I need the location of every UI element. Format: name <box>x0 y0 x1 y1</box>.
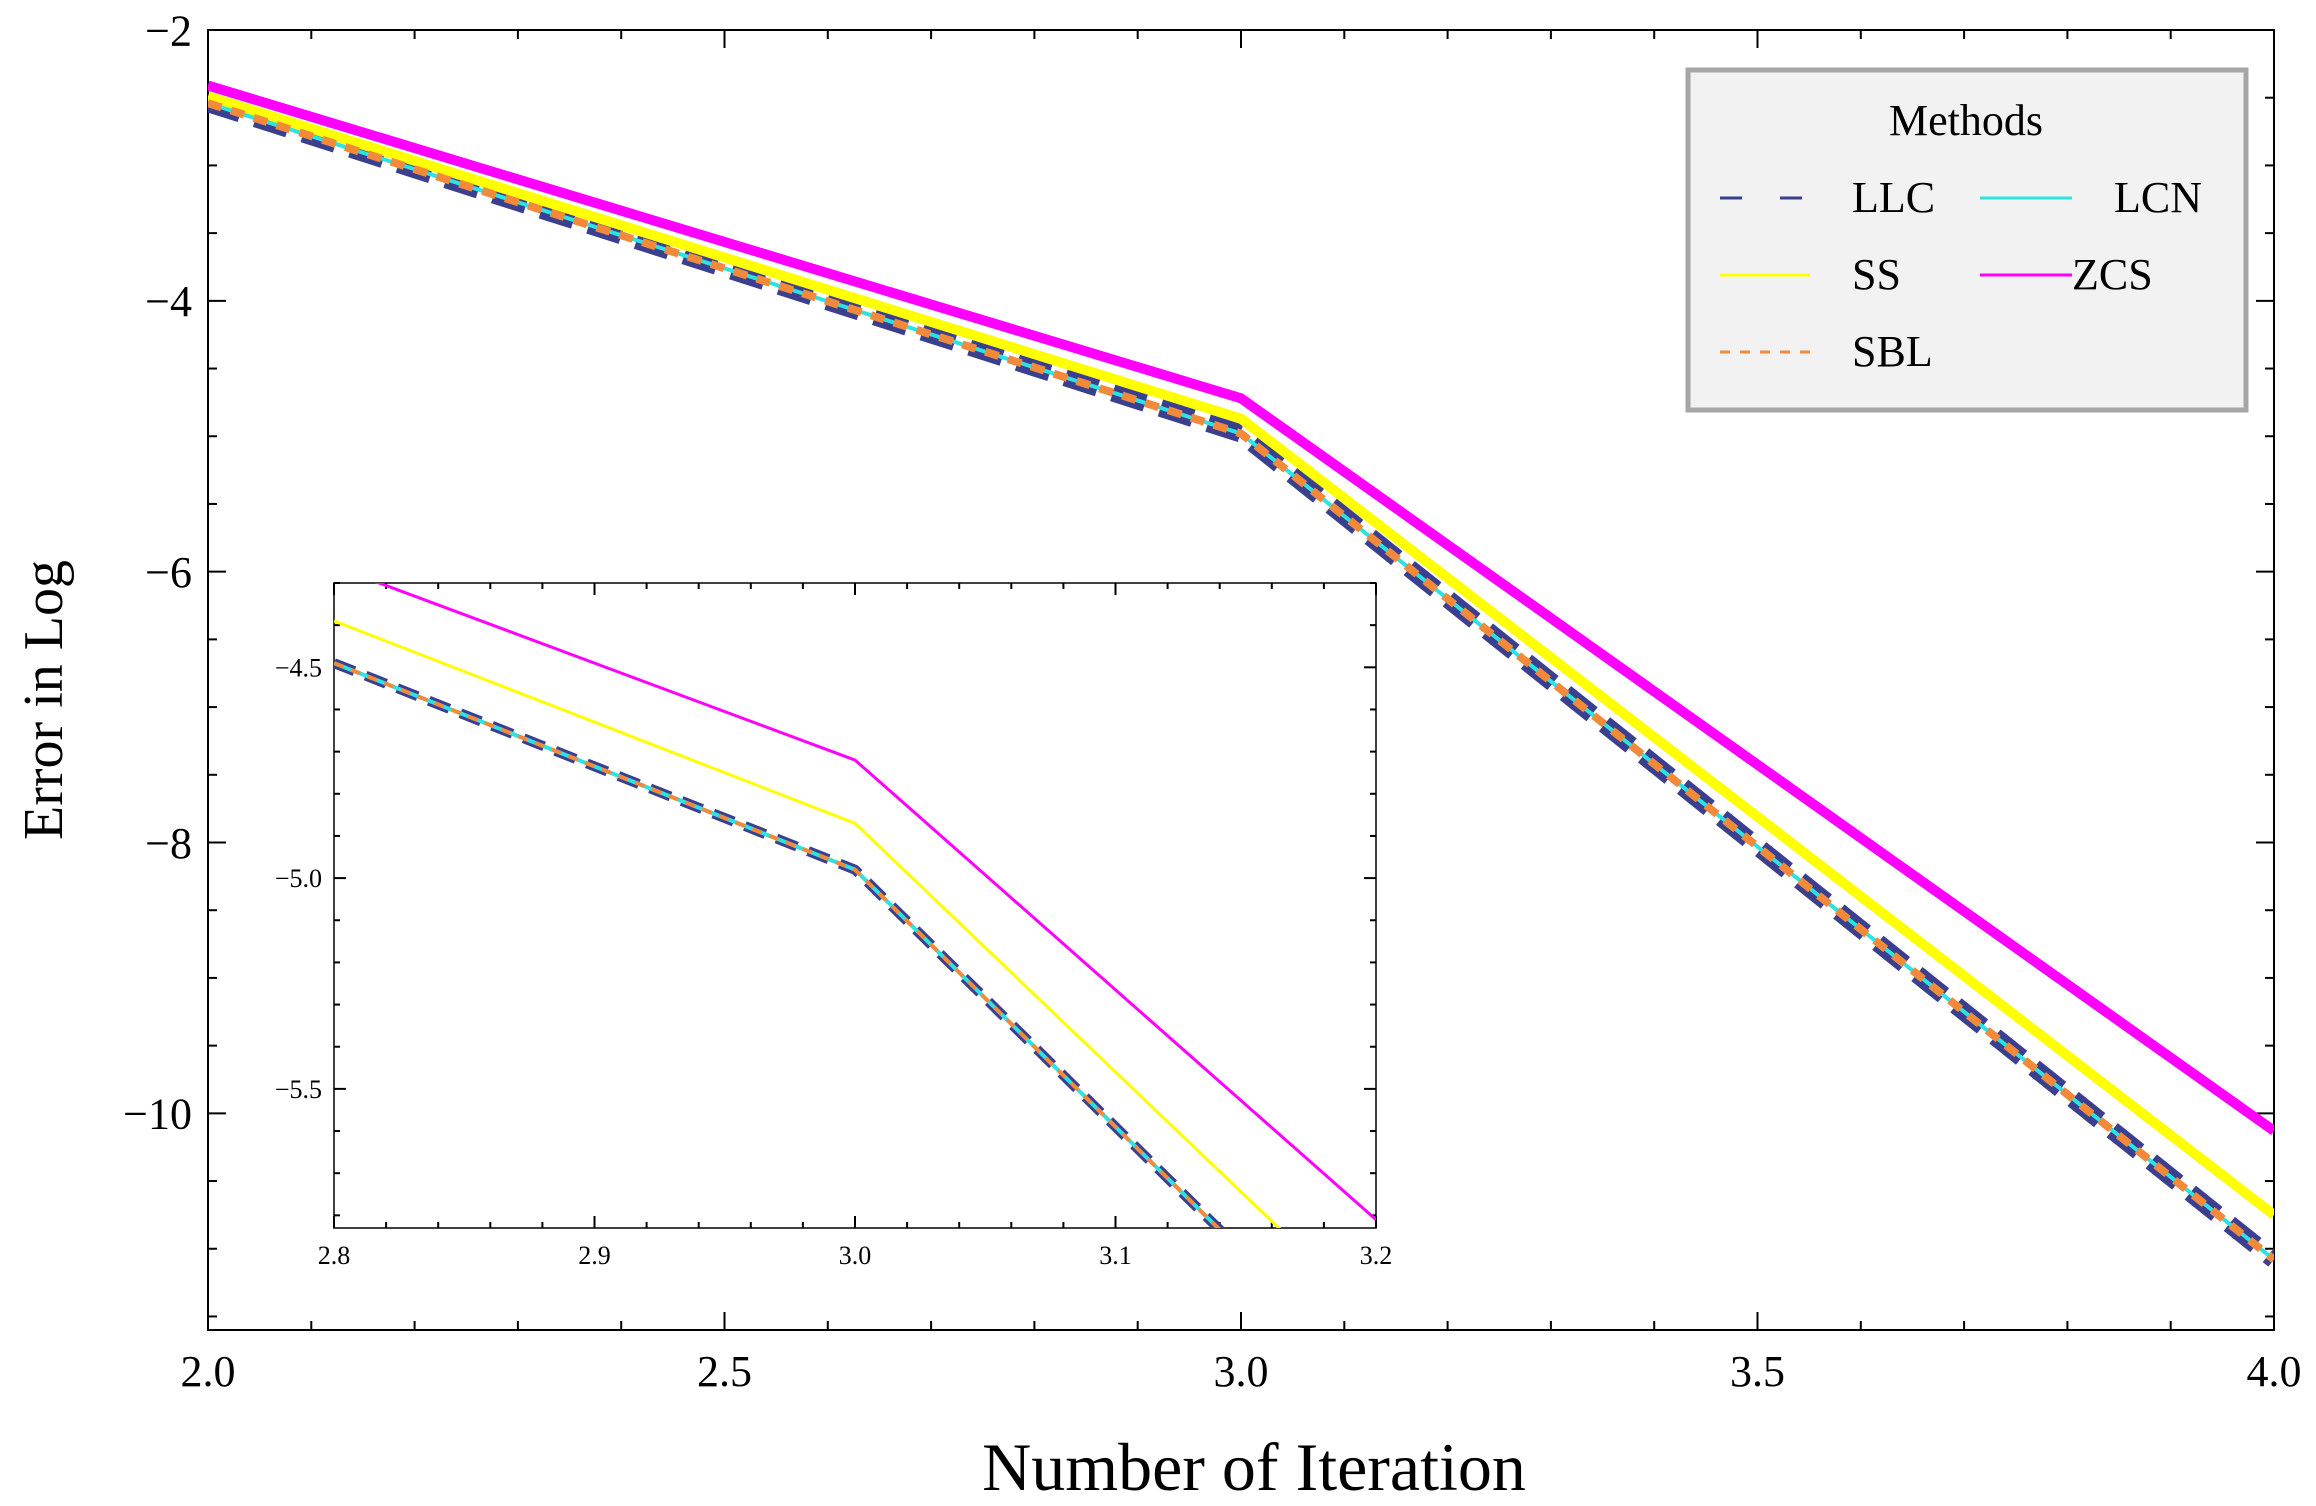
main-series <box>208 80 2274 1267</box>
main-y-tick-label: −6 <box>145 548 192 597</box>
legend-title: Methods <box>1889 96 2043 145</box>
main-x-tick-label: 3.5 <box>1730 1347 1785 1396</box>
inset-y-tick-label: −5.5 <box>275 1075 322 1104</box>
inset-x-tick-label: 3.1 <box>1099 1241 1132 1270</box>
legend-label-sbl: SBL <box>1852 327 1933 376</box>
legend: Methods LLC LCN SS ZCS SBL <box>1685 67 2249 413</box>
main-x-tick-label: 2.0 <box>181 1347 236 1396</box>
inset-x-tick-labels: 2.8 2.9 3.0 3.1 3.2 <box>318 1241 1393 1270</box>
main-series-sbl <box>208 99 2274 1263</box>
main-ticks <box>207 29 2275 1330</box>
inset-y-tick-labels: −4.5 −5.0 −5.5 <box>275 653 322 1104</box>
inset-x-tick-label: 3.0 <box>839 1241 872 1270</box>
inset-series-zcs <box>375 583 1376 1221</box>
main-x-tick-label: 4.0 <box>2247 1347 2302 1396</box>
legend-label-ss: SS <box>1852 250 1901 299</box>
inset-series <box>334 583 1376 1228</box>
inset-x-tick-label: 3.2 <box>1360 1241 1393 1270</box>
legend-label-llc: LLC <box>1852 173 1935 222</box>
inset-y-tick-label: −5.0 <box>275 864 322 893</box>
main-series-ss <box>208 91 2274 1219</box>
legend-label-lcn: LCN <box>2114 173 2202 222</box>
main-y-tick-label: −8 <box>145 819 192 868</box>
main-y-tick-label: −4 <box>145 277 192 326</box>
main-y-tick-label: −10 <box>123 1090 192 1139</box>
inset-x-tick-label: 2.9 <box>578 1241 611 1270</box>
main-y-tick-labels: −2 −4 −6 −8 −10 <box>123 6 192 1138</box>
inset-plot: 2.8 2.9 3.0 3.1 3.2 −4.5 −5.0 −5.5 <box>275 582 1393 1270</box>
y-axis-label: Error in Log <box>13 560 75 840</box>
legend-label-zcs: ZCS <box>2072 250 2153 299</box>
main-x-tick-label: 2.5 <box>697 1347 752 1396</box>
main-x-tick-labels: 2.0 2.5 3.0 3.5 4.0 <box>181 1347 2302 1396</box>
inset-x-tick-label: 2.8 <box>318 1241 351 1270</box>
main-y-tick-label: −2 <box>145 6 192 55</box>
inset-series-ss <box>334 619 1282 1228</box>
inset-y-tick-label: −4.5 <box>275 653 322 682</box>
main-series-zcs <box>208 80 2274 1136</box>
inset-ticks <box>333 582 1377 1228</box>
x-axis-label: Number of Iteration <box>982 1429 1526 1505</box>
inset-series-sbl <box>334 661 1221 1228</box>
inset-plot-frame <box>333 582 1377 1229</box>
main-x-tick-label: 3.0 <box>1214 1347 1269 1396</box>
